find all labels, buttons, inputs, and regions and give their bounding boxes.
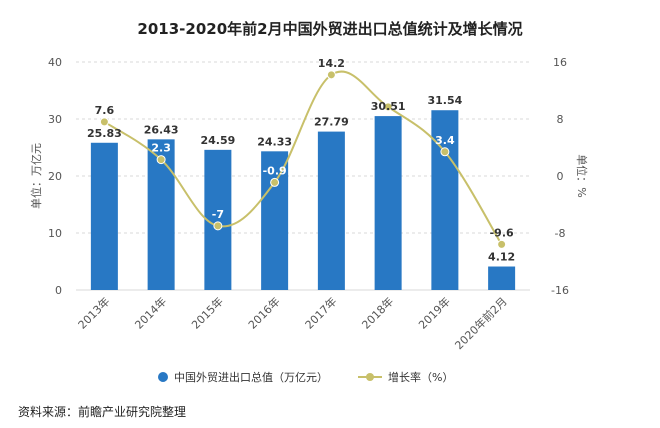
bar xyxy=(261,151,289,290)
x-tick-label: 2020年前2月 xyxy=(452,294,510,352)
growth-value-label: -9.6 xyxy=(490,226,514,239)
growth-point xyxy=(270,177,280,187)
x-tick-label: 2017年 xyxy=(302,294,339,331)
y2-tick-label: -16 xyxy=(551,284,569,297)
x-tick-label: 2013年 xyxy=(75,294,112,331)
bar-value-label: 27.79 xyxy=(314,116,349,129)
bar-value-label: 24.33 xyxy=(257,135,292,148)
growth-point xyxy=(156,155,166,165)
y2-axis-label: 单位：% xyxy=(575,154,589,197)
y-tick-label: 10 xyxy=(48,227,62,240)
y2-tick-label: -8 xyxy=(555,227,566,240)
growth-value-label: -7 xyxy=(212,208,224,221)
y-tick-label: 20 xyxy=(48,170,62,183)
y-axis-label: 单位：万亿元 xyxy=(29,143,43,209)
source-note: 资料来源：前瞻产业研究院整理 xyxy=(18,404,186,419)
y2-tick-label: 16 xyxy=(553,56,567,69)
growth-point xyxy=(99,117,109,127)
bar xyxy=(374,116,402,290)
bar-value-label: 31.54 xyxy=(427,94,462,107)
bar-value-label: 4.12 xyxy=(488,251,515,264)
y-tick-label: 0 xyxy=(55,284,62,297)
growth-point xyxy=(383,102,393,112)
bar-value-label: 26.43 xyxy=(144,123,179,136)
bar-value-label: 30.51 xyxy=(371,100,406,113)
y2-tick-label: 8 xyxy=(557,113,564,126)
growth-value-label: 2.3 xyxy=(151,142,171,155)
legend-line-dot xyxy=(366,373,374,381)
y2-tick-label: 0 xyxy=(557,170,564,183)
y-tick-label: 40 xyxy=(48,56,62,69)
growth-point xyxy=(497,239,507,249)
bar xyxy=(90,142,118,290)
legend-bar-marker xyxy=(158,372,168,382)
y-tick-label: 30 xyxy=(48,113,62,126)
growth-value-label: 7.6 xyxy=(95,104,115,117)
legend-bar-label: 中国外贸进出口总值（万亿元） xyxy=(174,370,328,384)
chart-title: 2013-2020年前2月中国外贸进出口总值统计及增长情况 xyxy=(137,20,522,38)
x-tick-label: 2016年 xyxy=(245,294,282,331)
bar xyxy=(488,266,516,290)
growth-value-label: -0.9 xyxy=(263,164,287,177)
growth-point xyxy=(213,221,223,231)
bar xyxy=(317,131,345,290)
bar xyxy=(147,139,175,290)
bar-value-label: 25.83 xyxy=(87,127,122,140)
x-tick-label: 2018年 xyxy=(359,294,396,331)
bar-value-label: 24.59 xyxy=(200,134,235,147)
growth-value-label: 14.2 xyxy=(318,57,345,70)
bar xyxy=(204,149,232,290)
growth-point xyxy=(326,70,336,80)
growth-value-label: 3.4 xyxy=(435,134,455,147)
x-tick-label: 2015年 xyxy=(189,294,226,331)
legend-line-label: 增长率（%） xyxy=(388,370,453,384)
x-tick-label: 2014年 xyxy=(132,294,169,331)
x-tick-label: 2019年 xyxy=(416,294,453,331)
growth-point xyxy=(440,147,450,157)
bar xyxy=(431,110,459,290)
